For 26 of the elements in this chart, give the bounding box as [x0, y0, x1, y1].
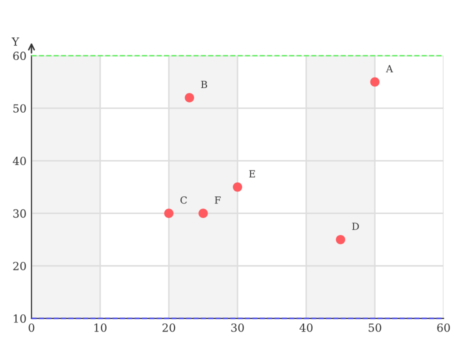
y-axis-title: Y: [12, 38, 20, 46]
y-tick-label: 20: [13, 262, 26, 270]
annotation: B: [201, 80, 208, 88]
x-tick-label: 10: [94, 323, 106, 332]
point: [184, 93, 194, 102]
point: [232, 182, 242, 192]
x-tick-label: 20: [162, 323, 176, 332]
annotation: F: [214, 196, 221, 204]
annotation: E: [249, 170, 255, 178]
point: [370, 77, 380, 87]
point: [164, 208, 174, 218]
point: [198, 208, 208, 218]
x-tick-label: 30: [231, 323, 244, 332]
annotation: C: [180, 196, 187, 204]
y-tick-label: 30: [13, 209, 26, 218]
y-tick-label: 40: [12, 156, 26, 166]
annotation: A: [386, 65, 394, 72]
y-tick-label: 60: [13, 52, 26, 60]
x-tick-label: 50: [368, 323, 382, 332]
y-tick-label: 50: [13, 104, 26, 113]
x-tick-label: 0: [28, 323, 34, 332]
annotation: D: [352, 222, 359, 230]
x-tick-label: 40: [299, 323, 313, 332]
x-tick-label: 60: [437, 323, 450, 332]
point: [336, 234, 346, 244]
y-tick-label: 10: [14, 314, 26, 323]
